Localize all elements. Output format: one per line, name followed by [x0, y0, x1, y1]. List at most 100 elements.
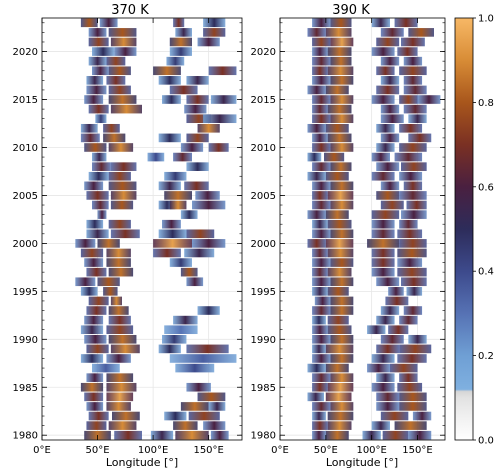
occurrence-band	[401, 210, 427, 219]
occurrence-band	[408, 28, 434, 37]
colorbar-ticks: 0.0 0.2 0.4 0.6 0.8 1.0	[473, 14, 494, 447]
panel-390k: 390 K 1980 1985 1990 1995 2000 2005 2010 2015 20…	[251, 3, 446, 469]
occurrence-band	[399, 95, 418, 104]
occurrence-band	[380, 306, 400, 315]
x-tick-label: 50°E	[86, 445, 110, 456]
colorbar-gradient	[454, 17, 474, 441]
occurrence-band	[330, 114, 354, 124]
occurrence-band	[84, 143, 107, 152]
occurrence-band	[188, 411, 220, 421]
occurrence-band	[312, 334, 331, 344]
occurrence-band	[173, 152, 192, 162]
occurrence-band	[184, 181, 209, 191]
occurrence-band	[108, 421, 137, 430]
occurrence-band	[371, 219, 395, 229]
occurrence-band	[110, 191, 137, 200]
occurrence-band	[86, 85, 107, 95]
occurrence-band	[80, 18, 98, 28]
occurrence-band	[371, 229, 395, 239]
occurrence-band	[108, 334, 137, 344]
occurrence-band	[110, 229, 140, 239]
occurrence-band	[327, 421, 352, 430]
y-tick-label: 1995	[13, 287, 38, 298]
occurrence-band	[376, 315, 395, 325]
occurrence-band	[106, 325, 134, 335]
occurrence-band	[325, 392, 352, 402]
occurrence-band	[186, 382, 211, 392]
occurrence-band	[371, 248, 395, 258]
occurrence-band	[325, 85, 349, 95]
occurrence-band	[110, 344, 140, 354]
occurrence-band	[164, 411, 187, 421]
occurrence-band	[408, 430, 432, 440]
y-tick-label: 2000	[251, 239, 276, 250]
x-ticks-390k: 0°E 50°E 100°E 150°E	[271, 18, 433, 456]
occurrence-band	[371, 354, 395, 363]
occurrence-band	[192, 200, 226, 210]
occurrence-band	[312, 56, 331, 66]
occurrence-band	[99, 18, 118, 28]
occurrence-band	[108, 95, 137, 104]
occurrence-band	[399, 315, 418, 325]
occurrence-band	[106, 248, 131, 258]
occurrence-band	[330, 162, 352, 171]
occurrence-band	[380, 76, 400, 85]
occurrence-band	[327, 411, 354, 421]
occurrence-band	[312, 95, 331, 104]
occurrence-band	[380, 104, 400, 114]
y-tick-label: 1980	[13, 431, 38, 442]
occurrence-band	[106, 382, 137, 392]
occurrence-band	[106, 258, 131, 267]
occurrence-band	[210, 95, 237, 104]
occurrence-band	[97, 210, 107, 219]
occurrence-band	[312, 354, 331, 363]
occurrence-band	[150, 430, 174, 440]
occurrence-band	[312, 344, 326, 354]
occurrence-band	[92, 363, 120, 373]
occurrence-band	[88, 171, 109, 181]
occurrence-band	[97, 277, 120, 287]
occurrence-band	[330, 18, 352, 28]
occurrence-band	[312, 277, 331, 287]
occurrence-band	[382, 430, 409, 440]
occurrence-band	[312, 104, 328, 114]
plot-frame-370k	[42, 18, 242, 440]
occurrence-band	[388, 325, 409, 335]
occurrence-band	[312, 181, 331, 191]
occurrence-band	[399, 143, 427, 152]
occurrence-band	[371, 421, 390, 430]
occurrence-band	[312, 430, 326, 440]
occurrence-band	[86, 421, 107, 430]
occurrence-band	[312, 191, 328, 200]
occurrence-band	[312, 37, 331, 47]
occurrence-band	[164, 191, 192, 200]
occurrence-band	[307, 28, 326, 37]
occurrence-band	[80, 287, 98, 296]
occurrence-band	[399, 191, 427, 200]
occurrence-band	[175, 363, 215, 373]
occurrence-band	[175, 28, 192, 37]
occurrence-band	[327, 287, 349, 296]
occurrence-band	[180, 267, 198, 277]
bands-390k	[307, 18, 441, 440]
x-tick-label: 0°E	[33, 445, 51, 456]
y-tick-label: 2010	[13, 143, 38, 154]
occurrence-band	[371, 152, 390, 162]
occurrence-band	[88, 56, 107, 66]
occurrence-band	[86, 191, 109, 200]
occurrence-band	[371, 267, 395, 277]
occurrence-band	[399, 123, 423, 133]
colorbar-tick-label: 0.4	[478, 267, 494, 278]
occurrence-band	[376, 123, 395, 133]
y-tick-label: 2020	[251, 47, 276, 58]
occurrence-band	[86, 76, 104, 85]
occurrence-band	[408, 133, 432, 143]
occurrence-band	[162, 219, 181, 229]
occurrence-band	[75, 277, 96, 287]
occurrence-band	[312, 76, 331, 85]
occurrence-band	[394, 18, 418, 28]
occurrence-band	[394, 421, 427, 430]
occurrence-band	[380, 181, 400, 191]
occurrence-band	[330, 402, 354, 411]
